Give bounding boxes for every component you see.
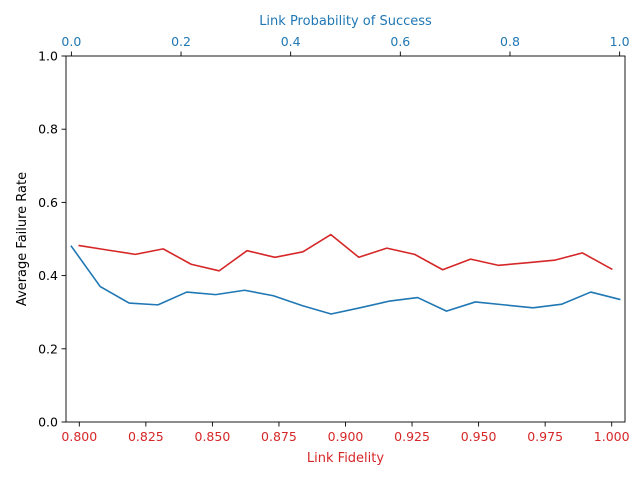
x-tick-label: 0.950 (461, 429, 497, 444)
series-line-top (70, 245, 621, 315)
x-tick-label: 0.975 (527, 429, 563, 444)
series-line-bottom (78, 233, 613, 272)
y-tick-label: 0.2 (38, 341, 58, 356)
x-tick-label: 0.875 (261, 429, 297, 444)
y-axis-label: Average Failure Rate (15, 172, 30, 306)
x-tick-label: 1.000 (594, 429, 630, 444)
x-tick-label: 0.850 (195, 429, 231, 444)
x2-tick-label: 0.2 (171, 34, 191, 49)
x-tick-label: 0.825 (128, 429, 164, 444)
series-layer (70, 233, 621, 315)
y-axis-left: 0.0 0.2 0.4 0.6 0.8 1.0 (38, 49, 66, 430)
y-tick-label: 0.0 (38, 415, 58, 430)
x-tick-label: 0.925 (394, 429, 430, 444)
x2-axis-label: Link Probability of Success (259, 14, 432, 29)
x2-tick-label: 0.8 (500, 34, 520, 49)
x2-tick-label: 0.6 (390, 34, 410, 49)
x-axis-bottom: 0.800 0.825 0.850 0.875 0.900 0.925 0.950 0.975… (61, 422, 630, 444)
y-tick-label: 1.0 (38, 49, 58, 64)
x-axis-top: 0.0 0.2 0.4 0.6 0.8 1.0 (61, 34, 630, 56)
x2-tick-label: 1.0 (610, 34, 630, 49)
x-axis-label: Link Fidelity (307, 451, 384, 466)
y-tick-label: 0.4 (38, 268, 58, 283)
x-tick-label: 0.900 (328, 429, 364, 444)
x2-tick-label: 0.0 (61, 34, 81, 49)
plot-area (66, 56, 625, 422)
y-tick-label: 0.8 (38, 122, 58, 137)
y-tick-label: 0.6 (38, 195, 58, 210)
x2-tick-label: 0.4 (281, 34, 301, 49)
x-tick-label: 0.800 (61, 429, 97, 444)
